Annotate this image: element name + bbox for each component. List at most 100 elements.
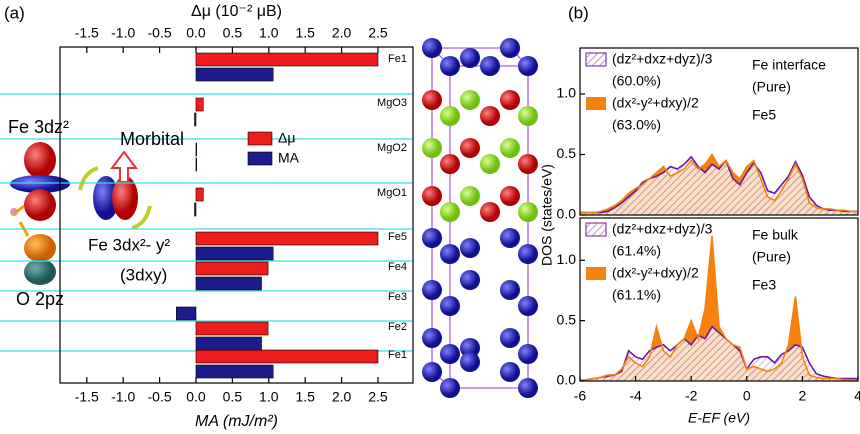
dos-area xyxy=(580,326,858,381)
x2-tick-label: -1.0 xyxy=(111,25,135,41)
bar xyxy=(195,321,269,336)
legend-percent: (60.0%) xyxy=(612,73,661,89)
x2-tick-label: -1.5 xyxy=(75,25,99,41)
atom xyxy=(440,56,460,76)
layer-label: MgO1 xyxy=(377,187,407,199)
atom xyxy=(500,90,520,110)
dos-line xyxy=(580,325,858,381)
y-tick-label: 0.5 xyxy=(557,311,577,327)
atom xyxy=(480,154,500,174)
atom xyxy=(518,154,538,174)
x2-tick-label: 0.5 xyxy=(223,25,243,41)
atom xyxy=(460,90,480,110)
plot-frame xyxy=(579,217,859,382)
crystal-structure xyxy=(422,38,538,398)
dos-annotation: Fe bulk xyxy=(752,227,799,243)
panel-label: (a) xyxy=(4,3,25,22)
legend-swatch xyxy=(247,131,273,146)
layer-label: Fe4 xyxy=(388,261,407,273)
x2-tick-label: 2.5 xyxy=(368,25,388,41)
atom xyxy=(440,244,460,264)
x-tick-label: -2 xyxy=(685,388,698,404)
x2-tick-label: 1.0 xyxy=(259,25,279,41)
bar xyxy=(195,336,262,351)
dos-annotation: Fe3 xyxy=(752,277,776,293)
bar xyxy=(195,349,379,364)
x2-tick-label: 0.0 xyxy=(186,25,206,41)
legend-label: Δμ xyxy=(278,130,295,146)
x-tick-label: 1.5 xyxy=(295,389,315,405)
atom xyxy=(518,296,538,316)
orbital-label: Fe 3dx²- y² xyxy=(88,235,171,254)
layer-label: Fe2 xyxy=(388,321,407,333)
bar xyxy=(195,187,204,202)
orbital-label: (3dxy) xyxy=(120,265,167,284)
bar xyxy=(195,246,274,261)
legend-percent: (63.0%) xyxy=(612,117,661,133)
x-tick-label: -0.5 xyxy=(148,389,172,405)
x-tick-label: 2 xyxy=(799,388,807,404)
atom xyxy=(480,56,500,76)
legend-percent: (61.4%) xyxy=(612,243,661,259)
x-axis-title: MA (mJ/m²) xyxy=(195,413,278,430)
atom xyxy=(422,90,442,110)
atom xyxy=(480,202,500,222)
x-tick-label: -6 xyxy=(574,388,587,404)
legend-percent: (61.1%) xyxy=(612,287,661,303)
bar xyxy=(194,202,197,217)
legend-label: (dz²+dxz+dyz)/3 xyxy=(612,51,713,67)
orbital-drawings xyxy=(10,142,152,285)
plot-frame xyxy=(59,46,414,384)
bar xyxy=(195,364,274,379)
y-tick-label: 0.5 xyxy=(557,145,577,161)
x2-axis-title: Δμ (10⁻² μB) xyxy=(191,3,282,20)
atom xyxy=(500,138,520,158)
atom xyxy=(440,378,460,398)
y-tick-label: 0.0 xyxy=(557,206,577,222)
atom xyxy=(422,362,442,382)
y-tick-label: 1.0 xyxy=(557,85,577,101)
atom xyxy=(422,228,442,248)
panel-label: (b) xyxy=(568,3,589,22)
legend-label: (dx²-y²+dxy)/2 xyxy=(612,265,699,281)
bar xyxy=(194,112,197,127)
atom xyxy=(500,328,520,348)
atom xyxy=(500,362,520,382)
x-tick-label: -4 xyxy=(629,388,642,404)
dos-area xyxy=(580,156,858,215)
legend-label: MA xyxy=(278,150,300,166)
bar xyxy=(195,52,379,67)
atom xyxy=(460,352,480,372)
atom xyxy=(500,186,520,206)
dos-line xyxy=(580,153,858,214)
x-tick-label: -1.0 xyxy=(111,389,135,405)
x-tick-label: 0 xyxy=(743,388,751,404)
dos-annotation: Fe5 xyxy=(752,107,776,123)
orbital-label: Fe 3dz² xyxy=(8,117,69,137)
atom xyxy=(518,378,538,398)
x-tick-label: 1.0 xyxy=(259,389,279,405)
orbital-label: O 2pz xyxy=(16,289,64,309)
dos-annotation: (Pure) xyxy=(752,79,791,95)
atom xyxy=(500,228,520,248)
bar xyxy=(195,97,204,112)
atom xyxy=(460,270,480,290)
x-tick-label: 2.5 xyxy=(368,389,388,405)
legend-label: (dz²+dxz+dyz)/3 xyxy=(612,221,713,237)
x2-tick-label: 1.5 xyxy=(295,25,315,41)
atom xyxy=(422,138,442,158)
atom xyxy=(518,344,538,364)
dos-line xyxy=(580,236,858,381)
layer-label: Fe5 xyxy=(388,231,407,243)
atom xyxy=(460,138,480,158)
layer-label: Fe1 xyxy=(388,53,407,65)
atom xyxy=(460,48,480,68)
layer-label: MgO2 xyxy=(377,142,407,154)
dos-annotation: Fe interface xyxy=(752,57,826,73)
x-tick-label: -1.5 xyxy=(75,389,99,405)
bar xyxy=(195,231,379,246)
atom xyxy=(422,280,442,300)
legend-swatch xyxy=(586,97,606,110)
